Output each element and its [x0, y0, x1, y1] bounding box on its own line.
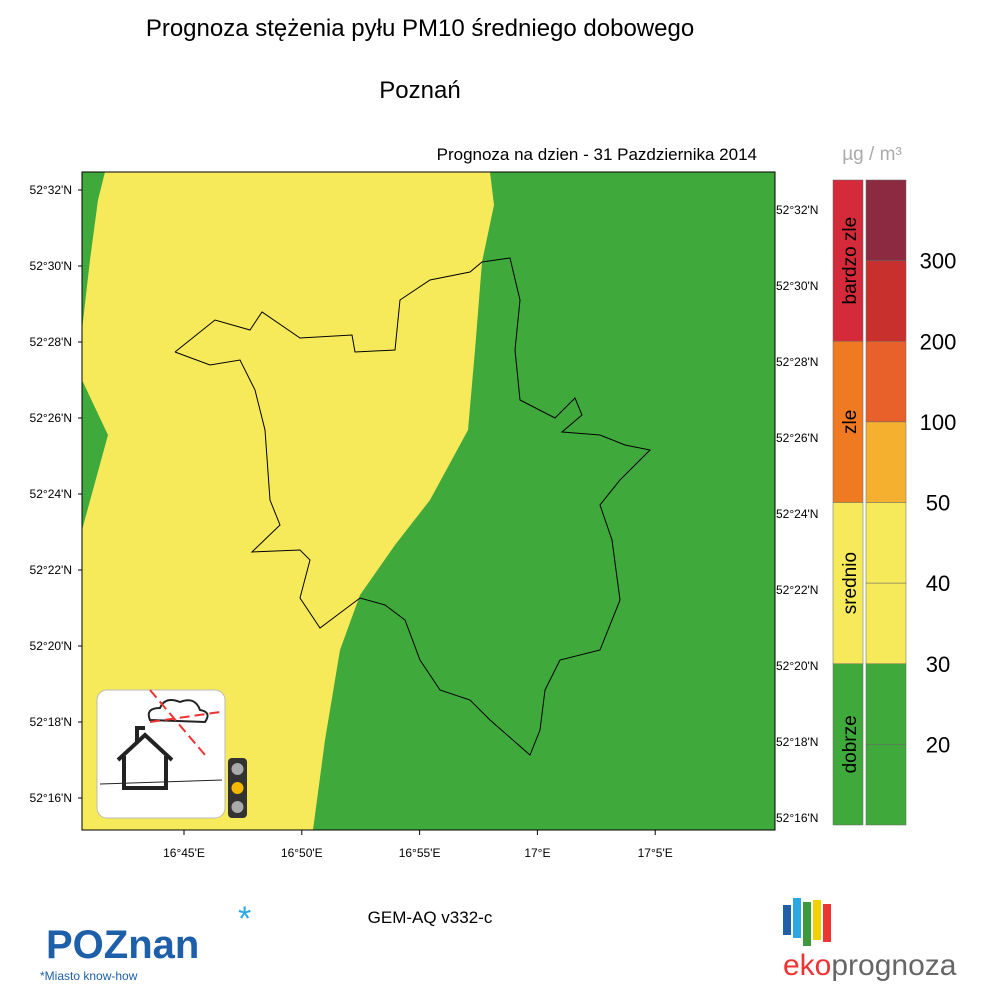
lat-label: 52°30'N	[30, 259, 72, 273]
forecast-date: Prognoza na dzien - 31 Pazdziernika 2014	[437, 145, 757, 164]
forecast-lines	[149, 689, 221, 756]
lat-label: 52°16'N	[30, 791, 72, 805]
lat-label: 52°18'N	[30, 715, 72, 729]
lat-label: 52°24'N	[776, 507, 818, 521]
model-name: GEM-AQ v332-c	[368, 908, 493, 927]
ekoprognoza-bars	[783, 898, 831, 946]
inset-icon	[96, 689, 247, 819]
lat-label: 52°20'N	[30, 639, 72, 653]
legend-level-label: 200	[920, 329, 957, 354]
legend-category	[832, 179, 864, 342]
lat-label: 52°28'N	[30, 335, 72, 349]
legend-level-label: 50	[926, 491, 950, 516]
pollution-zone	[82, 172, 494, 830]
coordinate-labels: 52°32'N 52°30'N 52°28'N 52°26'N 52°24'N 52°22…	[30, 183, 819, 860]
legend-level	[865, 260, 907, 342]
legend-level	[865, 341, 907, 423]
logo-tagline: *Miasto know-how	[40, 969, 138, 983]
legend-category-label: zle	[840, 410, 861, 434]
lat-label: 52°32'N	[776, 203, 818, 217]
map-frame	[81, 171, 776, 831]
unit: µg / m³	[842, 144, 902, 165]
legend-category-label: bardzo zle	[840, 217, 861, 305]
legend-level	[865, 663, 907, 745]
lat-label: 52°26'N	[776, 431, 818, 445]
lat-label: 52°30'N	[776, 279, 818, 293]
lon-label: 16°55'E	[399, 846, 441, 860]
logo-bar	[783, 905, 791, 935]
legend-category	[832, 663, 864, 826]
city-boundary	[174, 257, 652, 756]
logo-bar	[823, 904, 831, 942]
logo-bar	[813, 900, 821, 940]
lat-label: 52°28'N	[776, 355, 818, 369]
legend-level	[865, 582, 907, 664]
logo-star: *	[238, 900, 251, 938]
lon-label: 16°50'E	[281, 846, 323, 860]
map	[81, 171, 776, 831]
lat-label: 52°26'N	[30, 411, 72, 425]
house-icon	[116, 726, 174, 790]
legend-level	[865, 502, 907, 584]
city: Poznań	[379, 77, 460, 104]
legend-level-label: 20	[926, 732, 950, 757]
lat-label: 52°32'N	[30, 183, 72, 197]
legend-level	[865, 179, 907, 261]
logo-prognoza: prognoza	[831, 949, 956, 982]
legend-level	[865, 421, 907, 503]
logo-ekoprognoza: ekoprognoza	[783, 949, 957, 982]
legend-level-label: 40	[926, 571, 950, 596]
lon-label: 17°5'E	[638, 846, 673, 860]
legend-category	[832, 341, 864, 503]
lon-label: 16°45'E	[163, 846, 205, 860]
legend-level-label: 300	[920, 249, 957, 274]
light-off	[231, 801, 244, 813]
lat-label: 52°16'N	[776, 811, 818, 825]
logo-bar	[793, 898, 801, 938]
legend-level	[865, 744, 907, 826]
legend-level-label: 100	[920, 410, 957, 435]
logo-bar	[803, 902, 811, 946]
legend-level-label: 30	[926, 652, 950, 677]
ground	[99, 779, 223, 785]
lat-label: 52°20'N	[776, 659, 818, 673]
title: Prognoza stężenia pyłu PM10 średniego do…	[146, 15, 694, 42]
lat-label: 52°24'N	[30, 487, 72, 501]
light-off	[231, 763, 244, 775]
lat-label: 52°18'N	[776, 735, 818, 749]
lon-label: 17°E	[524, 846, 550, 860]
lat-label: 52°22'N	[30, 563, 72, 577]
light-on	[231, 782, 244, 794]
logo-eko: eko	[783, 949, 831, 982]
legend: bardzo zle zle srednio dobrze 300 200 100 50 40 3…	[832, 179, 957, 826]
legend-category-label: srednio	[840, 552, 861, 614]
lat-label: 52°22'N	[776, 583, 818, 597]
legend-category-label: dobrze	[840, 715, 861, 773]
logo-poznan: POZnan	[46, 923, 199, 967]
